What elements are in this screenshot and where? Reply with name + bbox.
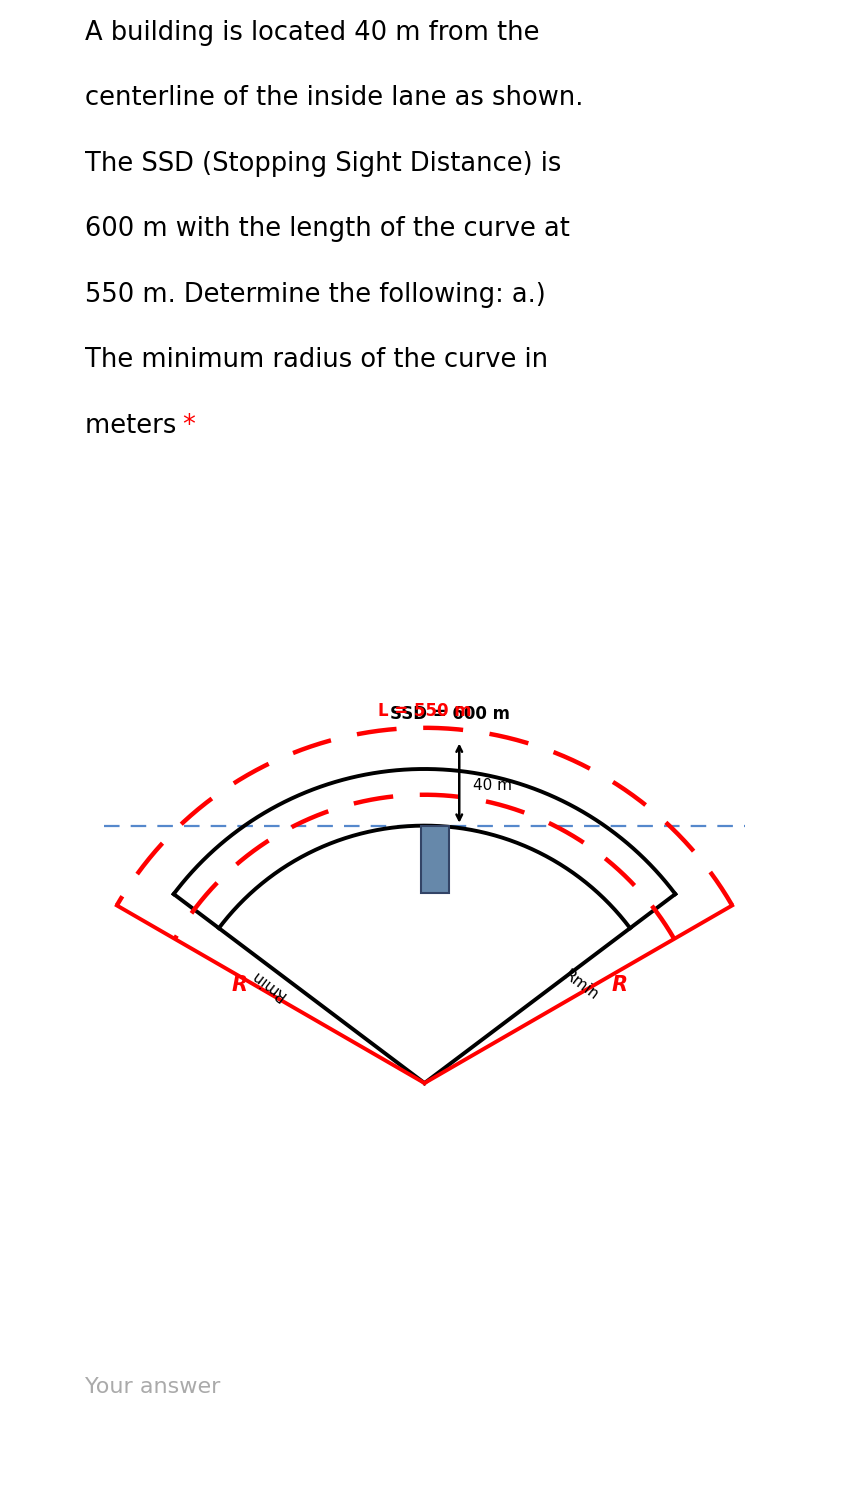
Text: *: * [183, 412, 195, 439]
Text: Rmin: Rmin [560, 966, 601, 1002]
Text: A building is located 40 m from the: A building is located 40 m from the [85, 19, 539, 46]
Text: 600 m with the length of the curve at: 600 m with the length of the curve at [85, 216, 570, 243]
Text: meters: meters [85, 412, 184, 439]
Text: Rmin: Rmin [248, 966, 289, 1002]
Text: Your answer: Your answer [85, 1377, 220, 1397]
Text: L = 550 m: L = 550 m [378, 703, 471, 721]
Text: 550 m. Determine the following: a.): 550 m. Determine the following: a.) [85, 281, 546, 308]
Text: centerline of the inside lane as shown.: centerline of the inside lane as shown. [85, 85, 583, 112]
Text: 40 m: 40 m [474, 779, 513, 794]
Text: R: R [232, 975, 248, 995]
Text: R: R [611, 975, 627, 995]
Text: SSD = 600 m: SSD = 600 m [391, 704, 510, 722]
Text: The SSD (Stopping Sight Distance) is: The SSD (Stopping Sight Distance) is [85, 150, 561, 177]
Bar [420, 825, 449, 892]
Text: The minimum radius of the curve in: The minimum radius of the curve in [85, 347, 548, 374]
